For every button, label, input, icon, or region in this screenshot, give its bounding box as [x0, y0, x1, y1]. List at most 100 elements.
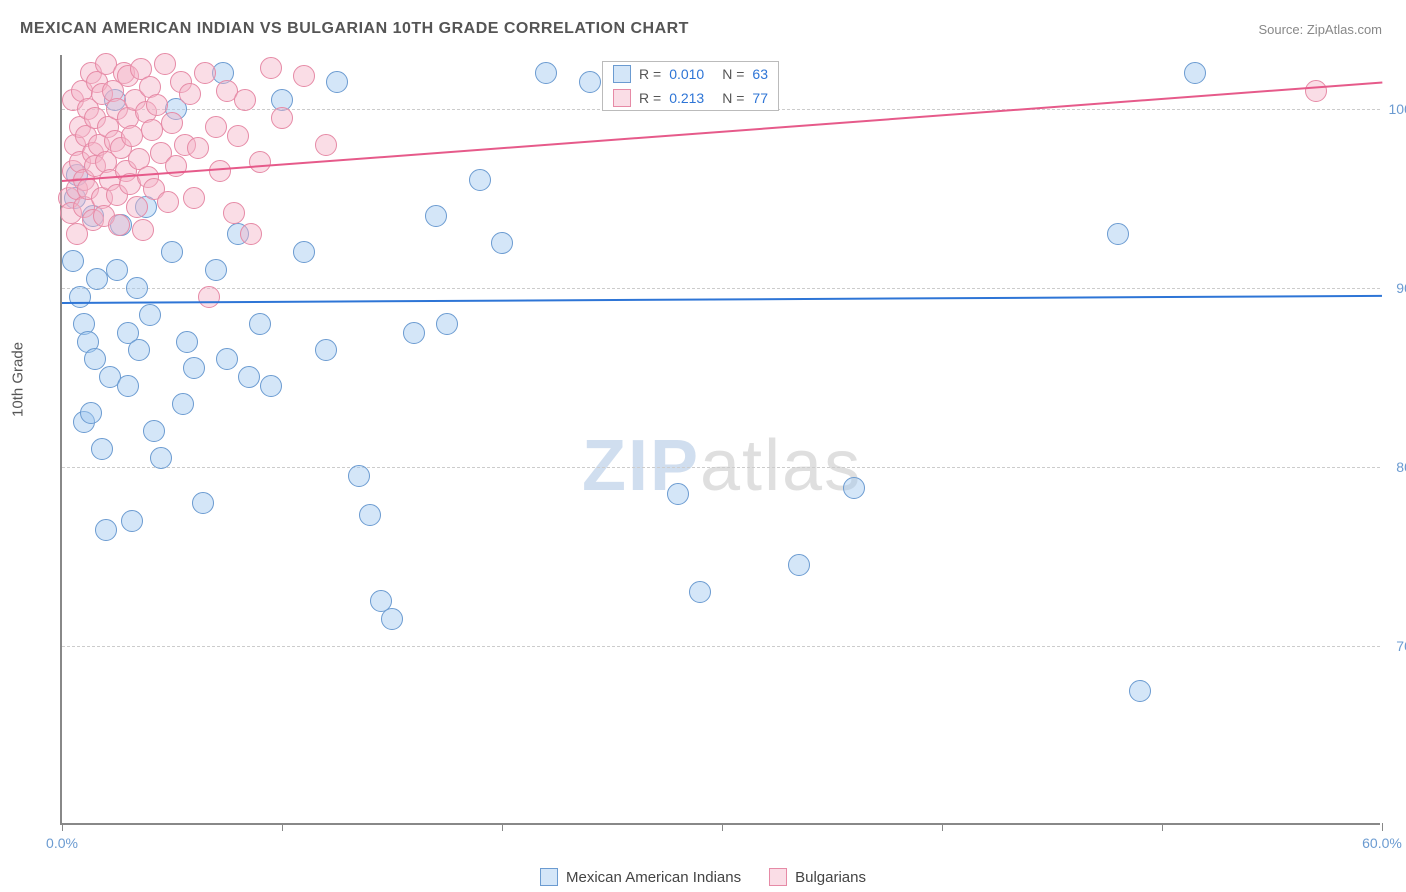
data-point [667, 483, 689, 505]
data-point [216, 348, 238, 370]
data-point [227, 125, 249, 147]
legend-item: Bulgarians [769, 868, 866, 886]
data-point [132, 219, 154, 241]
data-point [161, 112, 183, 134]
data-point [315, 339, 337, 361]
data-point [80, 402, 102, 424]
data-point [249, 151, 271, 173]
source-attribution: Source: ZipAtlas.com [1258, 22, 1382, 37]
stats-r-value: 0.213 [669, 90, 704, 106]
stats-swatch [613, 89, 631, 107]
data-point [293, 65, 315, 87]
legend-swatch [540, 868, 558, 886]
gridline-h [62, 467, 1380, 468]
data-point [234, 89, 256, 111]
data-point [326, 71, 348, 93]
legend-swatch [769, 868, 787, 886]
data-point [1107, 223, 1129, 245]
x-tick [942, 823, 943, 831]
x-tick [722, 823, 723, 831]
data-point [209, 160, 231, 182]
data-point [249, 313, 271, 335]
stats-n-value: 63 [752, 66, 768, 82]
stats-row: R =0.213N =77 [603, 86, 778, 110]
data-point [117, 375, 139, 397]
data-point [187, 137, 209, 159]
data-point [205, 116, 227, 138]
stats-r-label: R = [639, 66, 661, 82]
data-point [91, 438, 113, 460]
scatter-plot-area: ZIPatlas 70.0%80.0%90.0%100.0%0.0%60.0%R… [60, 55, 1380, 825]
legend: Mexican American Indians Bulgarians [540, 868, 866, 886]
y-tick-label: 70.0% [1396, 638, 1406, 654]
stats-r-label: R = [639, 90, 661, 106]
data-point [172, 393, 194, 415]
data-point [293, 241, 315, 263]
data-point [95, 519, 117, 541]
data-point [143, 420, 165, 442]
data-point [260, 375, 282, 397]
data-point [106, 259, 128, 281]
data-point [436, 313, 458, 335]
data-point [150, 447, 172, 469]
data-point [1129, 680, 1151, 702]
data-point [62, 250, 84, 272]
data-point [69, 286, 91, 308]
x-tick [282, 823, 283, 831]
data-point [843, 477, 865, 499]
data-point [238, 366, 260, 388]
data-point [154, 53, 176, 75]
x-tick [502, 823, 503, 831]
stats-r-value: 0.010 [669, 66, 704, 82]
data-point [126, 277, 148, 299]
x-tick [1162, 823, 1163, 831]
data-point [403, 322, 425, 344]
y-axis-label: 10th Grade [10, 342, 27, 417]
stats-swatch [613, 65, 631, 83]
chart-title: MEXICAN AMERICAN INDIAN VS BULGARIAN 10T… [20, 20, 689, 38]
stats-box: R =0.010N =63R =0.213N =77 [602, 61, 779, 111]
data-point [315, 134, 337, 156]
data-point [348, 465, 370, 487]
data-point [128, 339, 150, 361]
data-point [84, 348, 106, 370]
data-point [176, 331, 198, 353]
legend-label: Mexican American Indians [566, 869, 741, 886]
data-point [198, 286, 220, 308]
data-point [205, 259, 227, 281]
data-point [381, 608, 403, 630]
data-point [689, 581, 711, 603]
stats-n-label: N = [722, 90, 744, 106]
data-point [146, 94, 168, 116]
data-point [1305, 80, 1327, 102]
data-point [126, 196, 148, 218]
data-point [1184, 62, 1206, 84]
x-tick-label: 0.0% [46, 835, 78, 851]
x-tick-label: 60.0% [1362, 835, 1402, 851]
data-point [108, 214, 130, 236]
data-point [141, 119, 163, 141]
data-point [535, 62, 557, 84]
data-point [425, 205, 447, 227]
data-point [121, 510, 143, 532]
data-point [161, 241, 183, 263]
data-point [121, 125, 143, 147]
legend-item: Mexican American Indians [540, 868, 741, 886]
data-point [491, 232, 513, 254]
y-tick-label: 100.0% [1389, 101, 1406, 117]
trend-line [62, 295, 1382, 304]
data-point [86, 268, 108, 290]
gridline-h [62, 646, 1380, 647]
data-point [183, 187, 205, 209]
data-point [260, 57, 282, 79]
y-tick-label: 80.0% [1396, 459, 1406, 475]
y-tick-label: 90.0% [1396, 280, 1406, 296]
data-point [157, 191, 179, 213]
data-point [194, 62, 216, 84]
data-point [179, 83, 201, 105]
stats-row: R =0.010N =63 [603, 62, 778, 86]
data-point [359, 504, 381, 526]
data-point [240, 223, 262, 245]
data-point [788, 554, 810, 576]
data-point [271, 107, 293, 129]
